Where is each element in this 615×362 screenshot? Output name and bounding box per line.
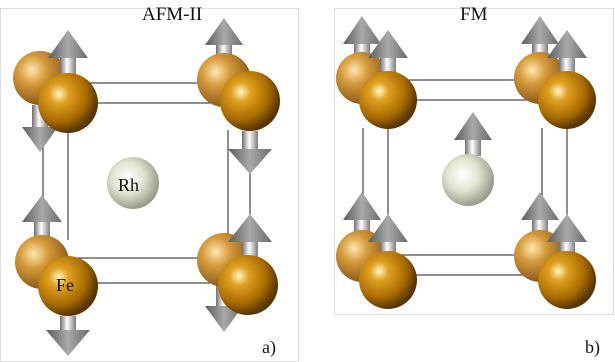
fm-crystal-diagram	[334, 8, 614, 315]
panel-frame	[334, 8, 614, 315]
fe-atom-front-bottom-left	[38, 256, 98, 356]
fe-atom-front-bottom-right	[218, 214, 278, 315]
panel-corner-label: b)	[585, 337, 600, 357]
rh-atom-label: Rh	[118, 175, 140, 195]
rh-atom-center	[107, 157, 159, 209]
panel-title: FM	[460, 4, 488, 25]
panel-fm: FM b)	[310, 0, 615, 362]
panel-title: AFM-II	[142, 4, 203, 25]
fe-atom-front-top-right	[220, 71, 280, 174]
fe-atom-front-top-left	[359, 30, 417, 129]
fe-atom-front-top-right	[538, 30, 596, 129]
rh-atom-center	[442, 112, 494, 206]
afm-ii-crystal-diagram	[0, 8, 299, 362]
panel-corner-label: a)	[262, 337, 276, 357]
fe-atom-front-bottom-right	[538, 214, 596, 309]
fe-atom-label: Fe	[56, 275, 74, 295]
fe-atom-front-top-left	[38, 30, 98, 133]
panel-afm-ii: AFM-II Rh Fe a)	[0, 0, 300, 362]
fe-atom-front-bottom-left	[359, 214, 417, 309]
